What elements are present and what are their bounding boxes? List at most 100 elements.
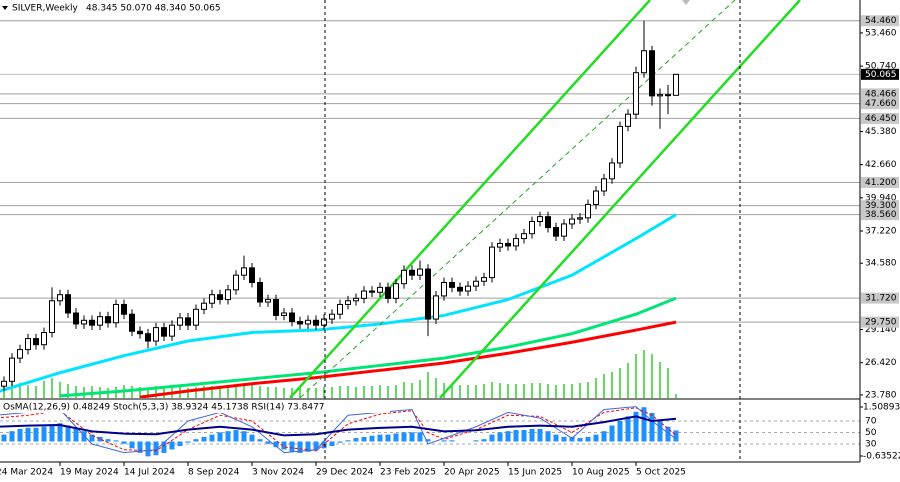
trend-line: [289, 0, 651, 398]
osma-bar: [385, 434, 391, 442]
candle-body: [377, 286, 383, 293]
candle-body: [297, 321, 303, 325]
osma-bar: [113, 440, 119, 442]
candle-body: [449, 281, 455, 288]
candle-body: [153, 327, 159, 342]
candle-body: [161, 327, 167, 337]
candle-body: [505, 242, 511, 247]
osma-bar: [257, 439, 263, 442]
candle-body: [121, 303, 127, 315]
candle-body: [641, 50, 647, 74]
candle-body: [81, 319, 87, 325]
y-tick-label: 26.420: [865, 358, 897, 368]
y-tick-label: 45.380: [865, 127, 897, 137]
osma-bar: [177, 441, 183, 447]
candle-body: [417, 268, 423, 276]
candle-body: [489, 246, 495, 279]
osma-bar: [481, 439, 487, 442]
candle-body: [73, 312, 79, 325]
candle-body: [57, 294, 63, 302]
osma-bar: [233, 430, 239, 442]
candle-body: [649, 50, 655, 97]
menu-icon[interactable]: [2, 6, 8, 10]
x-tick-label: 20 Apr 2025: [444, 468, 500, 478]
level-label: 41.200: [865, 178, 897, 188]
candle-body: [217, 294, 223, 301]
candle-body: [289, 312, 295, 323]
candle-body: [209, 294, 215, 304]
candle-body: [281, 312, 287, 316]
candle-body: [473, 280, 479, 287]
osma-bar: [401, 432, 407, 442]
candle-body: [33, 338, 39, 346]
current-price-label: 50.065: [865, 70, 897, 80]
x-tick-label: 5 Oct 2025: [636, 468, 686, 478]
y-tick-label: 29.140: [865, 325, 897, 335]
candle-body: [249, 267, 255, 283]
osma-bar: [41, 426, 47, 442]
level-label: 46.450: [865, 114, 897, 124]
candle-body: [337, 303, 343, 315]
osma-bar: [561, 436, 567, 442]
osma-bar: [81, 431, 87, 442]
current-price-box: [861, 68, 899, 80]
symbol-title: SILVER,Weekly: [12, 4, 79, 14]
candle-body: [401, 269, 407, 285]
candle-body: [657, 94, 663, 97]
candle-body: [545, 216, 551, 229]
candle-body: [369, 290, 375, 293]
candle-body: [113, 303, 119, 324]
candle-body: [321, 318, 327, 326]
osma-bar: [121, 441, 127, 444]
osma-bar: [97, 436, 103, 442]
candle-body: [457, 286, 463, 292]
osma-bar: [641, 407, 647, 442]
indicator-label-bg: [0, 401, 390, 413]
osma-bar: [473, 440, 479, 442]
osma-bar: [545, 431, 551, 442]
candle-body: [441, 281, 447, 297]
level-box: [861, 112, 899, 124]
candle-body: [89, 319, 95, 326]
y-tick-label: 1.50893: [863, 402, 900, 412]
osma-bar: [569, 436, 575, 442]
osma-bar: [145, 441, 151, 457]
osma-bar: [577, 438, 583, 442]
level-box: [861, 209, 899, 221]
y-tick-label: 53.460: [865, 28, 897, 38]
candle-body: [329, 313, 335, 320]
osma-bar: [273, 441, 279, 448]
candle-body: [361, 290, 367, 299]
osma-bar: [201, 436, 207, 442]
candle-body: [593, 190, 599, 205]
level-box: [861, 15, 899, 27]
candle-body: [577, 217, 583, 220]
y-tick-label: 23.780: [865, 390, 897, 400]
candle-body: [193, 308, 199, 326]
osma-bar: [497, 432, 503, 442]
osma-bar: [329, 441, 335, 447]
osma-bar: [665, 426, 671, 442]
osma-bar: [425, 439, 431, 442]
level-box: [861, 200, 899, 212]
candle-body: [225, 289, 231, 301]
x-tick-label: 10 Aug 2025: [572, 468, 630, 478]
candle-body: [105, 316, 111, 324]
candle-body: [49, 300, 55, 334]
candle-body: [265, 299, 271, 303]
candle-body: [305, 319, 311, 325]
ohlc-header: 48.345 50.070 48.340 50.065: [86, 4, 221, 14]
osma-bar: [225, 431, 231, 442]
osma-bar: [105, 439, 111, 442]
osma-bar: [9, 431, 15, 442]
osma-bar: [89, 434, 95, 442]
level-label: 48.466: [865, 89, 897, 99]
candle-body: [673, 73, 679, 96]
osma-bar: [673, 430, 679, 442]
axes: 53.460 50.740 45.380 42.660 39.940 37.220 34.5…: [0, 15, 900, 478]
x-tick-label: 8 Sep 2024: [188, 468, 240, 478]
candle-body: [385, 286, 391, 299]
candle-body: [393, 283, 399, 299]
candle-body: [601, 178, 607, 192]
osma-bar: [657, 420, 663, 442]
